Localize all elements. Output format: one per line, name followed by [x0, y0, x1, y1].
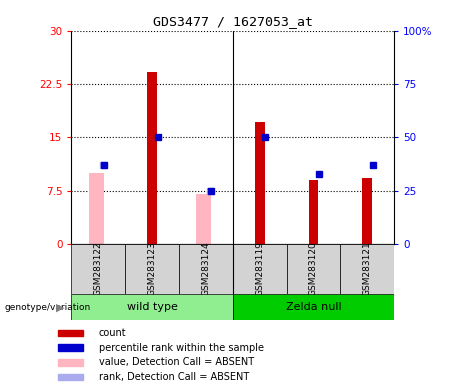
Text: value, Detection Call = ABSENT: value, Detection Call = ABSENT — [99, 358, 254, 367]
Bar — [340, 244, 394, 294]
Bar — [196, 194, 211, 244]
Text: GSM283120: GSM283120 — [309, 242, 318, 296]
Bar — [179, 244, 233, 294]
Text: rank, Detection Call = ABSENT: rank, Detection Call = ABSENT — [99, 372, 249, 382]
Bar — [89, 173, 104, 244]
Bar — [255, 122, 265, 244]
Text: Zelda null: Zelda null — [286, 302, 341, 312]
Text: GSM283119: GSM283119 — [255, 242, 264, 296]
Text: percentile rank within the sample: percentile rank within the sample — [99, 343, 264, 353]
Bar — [362, 179, 372, 244]
Text: GSM283123: GSM283123 — [148, 242, 157, 296]
Bar — [125, 244, 179, 294]
Text: GSM283122: GSM283122 — [94, 242, 103, 296]
Text: count: count — [99, 328, 126, 338]
Bar — [58, 344, 83, 351]
Text: GSM283124: GSM283124 — [201, 242, 210, 296]
Text: ▶: ▶ — [56, 302, 65, 312]
Bar — [148, 72, 157, 244]
Bar — [58, 374, 83, 381]
Bar — [309, 180, 318, 244]
Text: GSM283121: GSM283121 — [363, 242, 372, 296]
Title: GDS3477 / 1627053_at: GDS3477 / 1627053_at — [153, 15, 313, 28]
Bar — [71, 244, 125, 294]
Bar — [233, 294, 394, 320]
Bar — [71, 294, 233, 320]
Bar — [58, 359, 83, 366]
Text: genotype/variation: genotype/variation — [5, 303, 91, 312]
Bar — [233, 244, 287, 294]
Bar — [58, 329, 83, 336]
Text: wild type: wild type — [127, 302, 177, 312]
Bar — [287, 244, 340, 294]
